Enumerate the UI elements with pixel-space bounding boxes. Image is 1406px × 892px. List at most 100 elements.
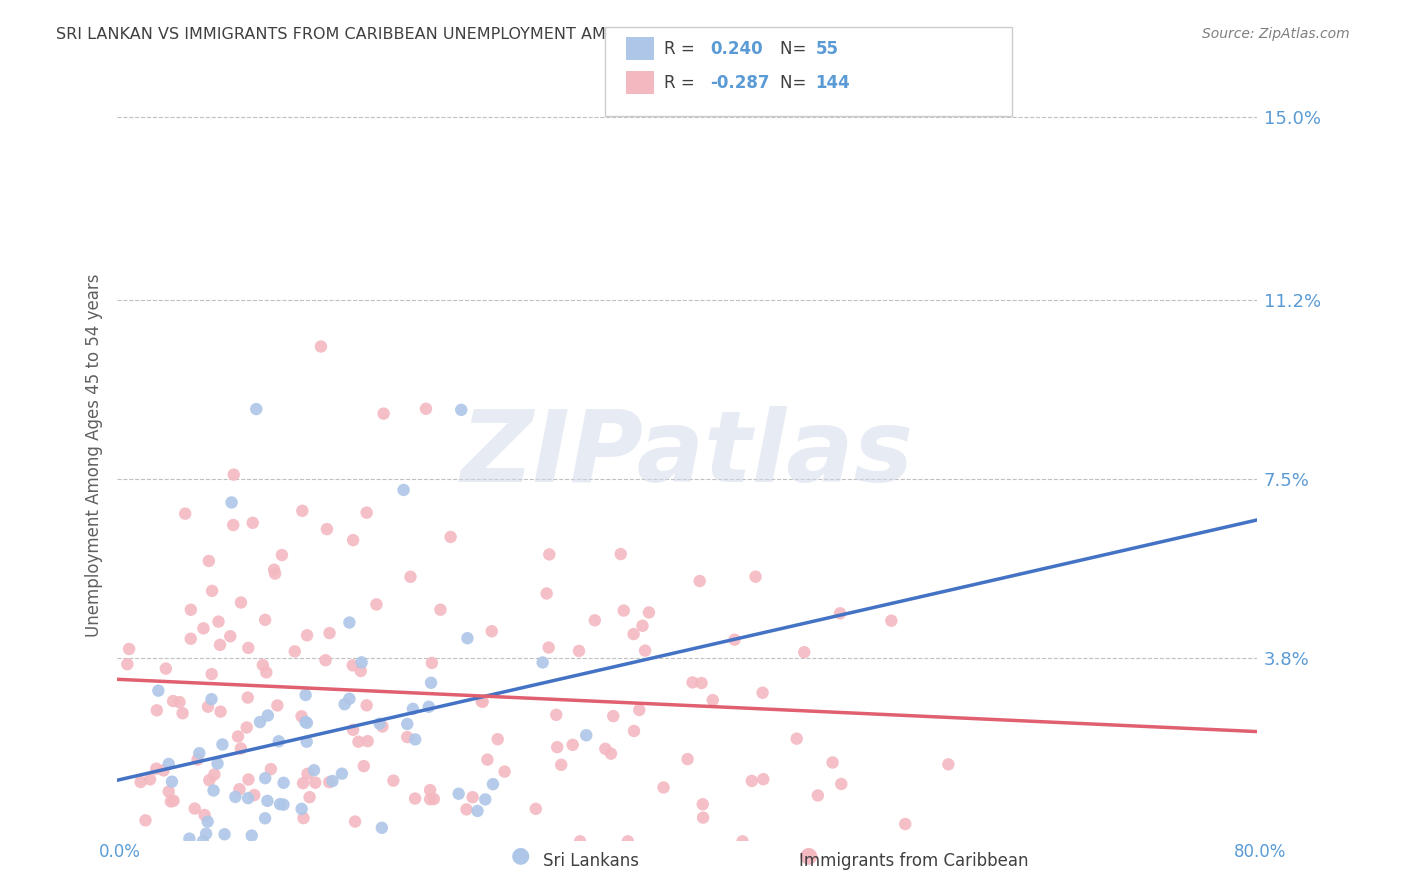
- Text: Sri Lankans: Sri Lankans: [543, 852, 638, 870]
- Point: [356, 698, 378, 713]
- Point: [157, 756, 180, 771]
- Point: [439, 530, 461, 544]
- Point: [399, 570, 422, 584]
- Point: [145, 762, 167, 776]
- Point: [546, 740, 568, 755]
- Point: [830, 777, 852, 791]
- Point: [741, 774, 763, 789]
- Point: [456, 631, 478, 645]
- Point: [198, 773, 221, 788]
- Point: [240, 829, 263, 843]
- Point: [309, 339, 332, 353]
- Point: [623, 723, 645, 738]
- Point: [295, 735, 318, 749]
- Point: [118, 642, 141, 657]
- Point: [371, 821, 394, 835]
- Point: [356, 506, 378, 520]
- Text: 80.0%: 80.0%: [1234, 843, 1286, 861]
- Point: [880, 614, 903, 628]
- Point: [298, 790, 321, 805]
- Point: [284, 644, 307, 658]
- Point: [752, 772, 775, 787]
- Point: [129, 775, 152, 789]
- Point: [256, 794, 278, 808]
- Point: [271, 548, 294, 562]
- Point: [702, 693, 724, 707]
- Text: SRI LANKAN VS IMMIGRANTS FROM CARIBBEAN UNEMPLOYMENT AMONG AGES 45 TO 54 YEARS C: SRI LANKAN VS IMMIGRANTS FROM CARIBBEAN …: [56, 27, 1005, 42]
- Point: [263, 563, 285, 577]
- Point: [260, 762, 283, 776]
- Point: [292, 776, 315, 790]
- Text: N=: N=: [780, 40, 811, 58]
- Text: Immigrants from Caribbean: Immigrants from Caribbean: [799, 852, 1029, 870]
- Point: [174, 507, 197, 521]
- Point: [368, 716, 391, 731]
- Point: [229, 595, 252, 609]
- Point: [302, 764, 325, 778]
- Text: -0.287: -0.287: [710, 74, 769, 92]
- Point: [191, 834, 214, 848]
- Point: [731, 834, 754, 848]
- Point: [180, 632, 202, 646]
- Point: [595, 741, 617, 756]
- Point: [456, 802, 478, 816]
- Point: [471, 695, 494, 709]
- Point: [146, 703, 169, 717]
- Point: [236, 791, 259, 805]
- Point: [471, 694, 494, 708]
- Point: [366, 598, 388, 612]
- Point: [423, 792, 446, 806]
- Point: [207, 756, 229, 771]
- Point: [371, 719, 394, 733]
- Point: [179, 831, 201, 846]
- Point: [524, 802, 547, 816]
- Point: [350, 664, 373, 678]
- Point: [184, 801, 207, 815]
- Point: [180, 603, 202, 617]
- Point: [575, 728, 598, 742]
- Point: [245, 402, 267, 417]
- Point: [347, 735, 370, 749]
- Point: [330, 766, 353, 780]
- Point: [222, 518, 245, 533]
- Point: [238, 640, 260, 655]
- Point: [350, 656, 373, 670]
- Point: [420, 656, 443, 670]
- Point: [609, 547, 631, 561]
- Point: [546, 707, 568, 722]
- Point: [467, 804, 489, 818]
- Text: Source: ZipAtlas.com: Source: ZipAtlas.com: [1202, 27, 1350, 41]
- Point: [482, 777, 505, 791]
- Point: [228, 782, 250, 797]
- Point: [294, 714, 316, 729]
- Point: [273, 776, 295, 790]
- Point: [273, 797, 295, 812]
- Text: 0.240: 0.240: [710, 40, 762, 58]
- Point: [344, 814, 367, 829]
- Point: [404, 732, 426, 747]
- Point: [807, 789, 830, 803]
- Point: [429, 603, 451, 617]
- Point: [200, 692, 222, 706]
- Text: 55: 55: [815, 40, 838, 58]
- Point: [634, 643, 657, 657]
- Point: [600, 747, 623, 761]
- Point: [162, 694, 184, 708]
- Point: [193, 621, 215, 635]
- Point: [583, 613, 606, 627]
- Point: [193, 808, 215, 822]
- Point: [447, 787, 470, 801]
- Point: [295, 628, 318, 642]
- Point: [148, 683, 170, 698]
- Point: [676, 752, 699, 766]
- Point: [638, 606, 661, 620]
- Point: [353, 759, 375, 773]
- Point: [894, 817, 917, 831]
- Point: [692, 811, 714, 825]
- Point: [318, 626, 340, 640]
- Point: [568, 644, 591, 658]
- Point: [291, 802, 314, 816]
- Point: [243, 788, 266, 802]
- Point: [226, 730, 249, 744]
- Point: [342, 658, 364, 673]
